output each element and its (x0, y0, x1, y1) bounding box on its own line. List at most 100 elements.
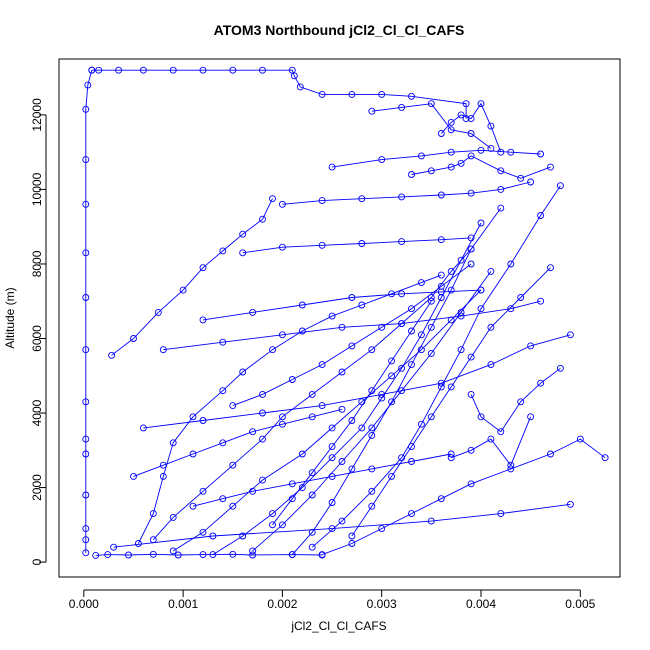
data-point (398, 238, 406, 246)
series-line (470, 367, 561, 433)
data-point (249, 487, 257, 495)
data-point (229, 461, 237, 469)
series-23 (189, 450, 455, 510)
data-point (348, 540, 356, 547)
data-point (507, 461, 515, 469)
data-point (298, 450, 306, 458)
data-point (338, 368, 346, 376)
data-point (447, 126, 455, 134)
series-line (192, 453, 452, 507)
series-10 (288, 204, 505, 559)
data-point (298, 327, 306, 335)
series-26 (348, 264, 554, 540)
data-point (507, 260, 515, 268)
series-line (332, 149, 541, 168)
data-point (209, 532, 217, 540)
data-point (82, 549, 90, 557)
data-point (348, 532, 356, 540)
series-line (172, 289, 482, 552)
x-tick-label: 0.005 (565, 597, 595, 611)
data-point (149, 550, 157, 558)
data-point (229, 66, 237, 74)
data-point (219, 439, 227, 447)
data-point (348, 342, 356, 350)
data-point (358, 301, 366, 309)
data-point (437, 282, 445, 290)
series-line (113, 503, 571, 548)
data-point (417, 279, 425, 287)
data-point (229, 502, 237, 510)
x-tick-label: 0.000 (69, 597, 99, 611)
x-tick-label: 0.003 (367, 597, 397, 611)
data-point (229, 550, 237, 558)
series-24 (130, 405, 346, 480)
data-point (497, 167, 505, 175)
data-point (537, 212, 545, 219)
series-line (351, 267, 551, 537)
data-point (497, 428, 505, 436)
data-point (189, 413, 197, 421)
data-point (239, 230, 247, 238)
chart-title: ATOM3 Northbound jCl2_Cl_Cl_CAFS (214, 22, 465, 38)
data-point (408, 361, 415, 369)
data-point (199, 551, 207, 559)
data-point (308, 543, 316, 551)
data-point (427, 413, 435, 421)
data-point (338, 517, 346, 525)
data-point (169, 439, 177, 447)
data-point (487, 435, 495, 443)
data-point (318, 402, 326, 410)
data-point (95, 66, 103, 74)
data-point (92, 551, 100, 559)
data-point (259, 409, 266, 417)
data-point (398, 193, 406, 201)
series-line (282, 181, 531, 205)
data-point (437, 383, 445, 391)
data-point (288, 551, 296, 559)
data-point (547, 163, 554, 171)
data-point (169, 547, 177, 555)
data-point (229, 402, 237, 410)
data-point (378, 156, 386, 164)
data-point (447, 163, 455, 171)
series-22 (408, 152, 554, 182)
data-point (318, 361, 326, 369)
data-point (467, 152, 475, 160)
data-point (457, 308, 465, 316)
series-line (411, 155, 551, 179)
data-point (239, 532, 247, 540)
data-point (278, 331, 286, 339)
data-point (219, 247, 227, 255)
series-line (95, 553, 323, 556)
data-point (358, 240, 366, 247)
data-point (115, 66, 123, 74)
data-point (130, 335, 137, 342)
series-16 (199, 286, 485, 324)
data-point (328, 312, 336, 320)
series-5 (134, 271, 445, 547)
data-point (477, 146, 485, 154)
data-point (368, 387, 376, 395)
data-point (288, 495, 296, 503)
x-tick-label: 0.002 (267, 597, 297, 611)
y-tick-label: 10000 (30, 172, 44, 206)
data-point (139, 66, 147, 74)
data-point (209, 551, 217, 559)
data-point (169, 513, 177, 521)
data-point (437, 130, 445, 137)
series-line (133, 408, 343, 477)
series-18 (278, 178, 535, 208)
data-point (388, 357, 396, 365)
data-point (427, 323, 435, 331)
data-point (368, 107, 376, 115)
data-point (457, 346, 465, 354)
data-point (278, 413, 286, 421)
data-point (269, 510, 276, 518)
data-point (457, 256, 465, 264)
data-point (82, 398, 90, 406)
data-point (328, 472, 336, 480)
data-point (199, 528, 207, 536)
data-point (378, 394, 386, 402)
data-point (408, 305, 415, 313)
data-point (388, 372, 396, 380)
